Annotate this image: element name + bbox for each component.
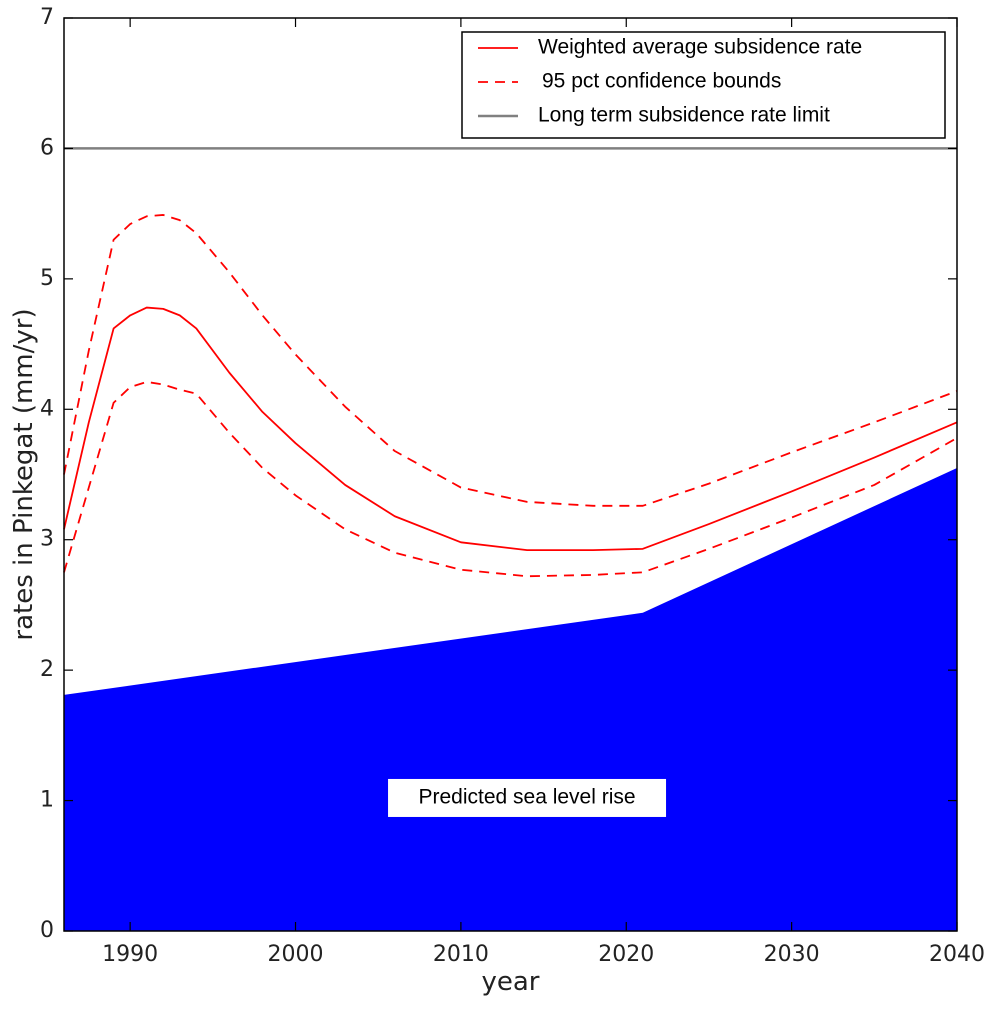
legend-label-confidence-bounds: 95 pct confidence bounds: [542, 70, 781, 93]
legend: Weighted average subsidence rate 95 pct …: [461, 31, 946, 139]
sea-level-rise-area: [64, 467, 957, 931]
legend-label-long-term-limit: Long term subsidence rate limit: [538, 104, 830, 127]
x-tick-label: 2030: [764, 942, 820, 967]
legend-box: [461, 31, 946, 139]
lower-confidence-line: [63, 380, 958, 578]
ticks-layer: 1990 2000 2010 2020 2030 2040 0 1 2 3 4 5 6 7: [40, 5, 985, 967]
x-tick-label: 2010: [433, 942, 489, 967]
y-tick-label: 4: [40, 396, 54, 421]
x-tick-label: 2020: [598, 942, 654, 967]
y-axis-title: rates in Pinkegat (mm/yr): [9, 308, 39, 640]
y-tick-label: 3: [40, 527, 54, 552]
plot-frame: [63, 17, 958, 932]
x-tick-label: 2040: [929, 942, 985, 967]
annotation-text: Predicted sea level rise: [418, 786, 635, 809]
y-tick-label: 0: [40, 918, 54, 943]
annotation-box: Predicted sea level rise: [388, 778, 667, 817]
sea-level-area-layer: [64, 467, 957, 931]
x-axis-title: year: [481, 967, 539, 997]
x-tick-label: 2000: [268, 942, 324, 967]
y-tick-label: 6: [40, 135, 54, 160]
upper-confidence-line: [63, 214, 958, 507]
legend-label-weighted-average: Weighted average subsidence rate: [538, 36, 862, 59]
y-tick-label: 2: [40, 657, 54, 682]
series-layer: [63, 214, 958, 578]
weighted-average-line: [63, 306, 958, 552]
y-tick-label: 7: [40, 5, 54, 30]
y-tick-label: 1: [40, 788, 54, 813]
y-tick-label: 5: [40, 266, 54, 291]
x-tick-label: 1990: [102, 942, 158, 967]
